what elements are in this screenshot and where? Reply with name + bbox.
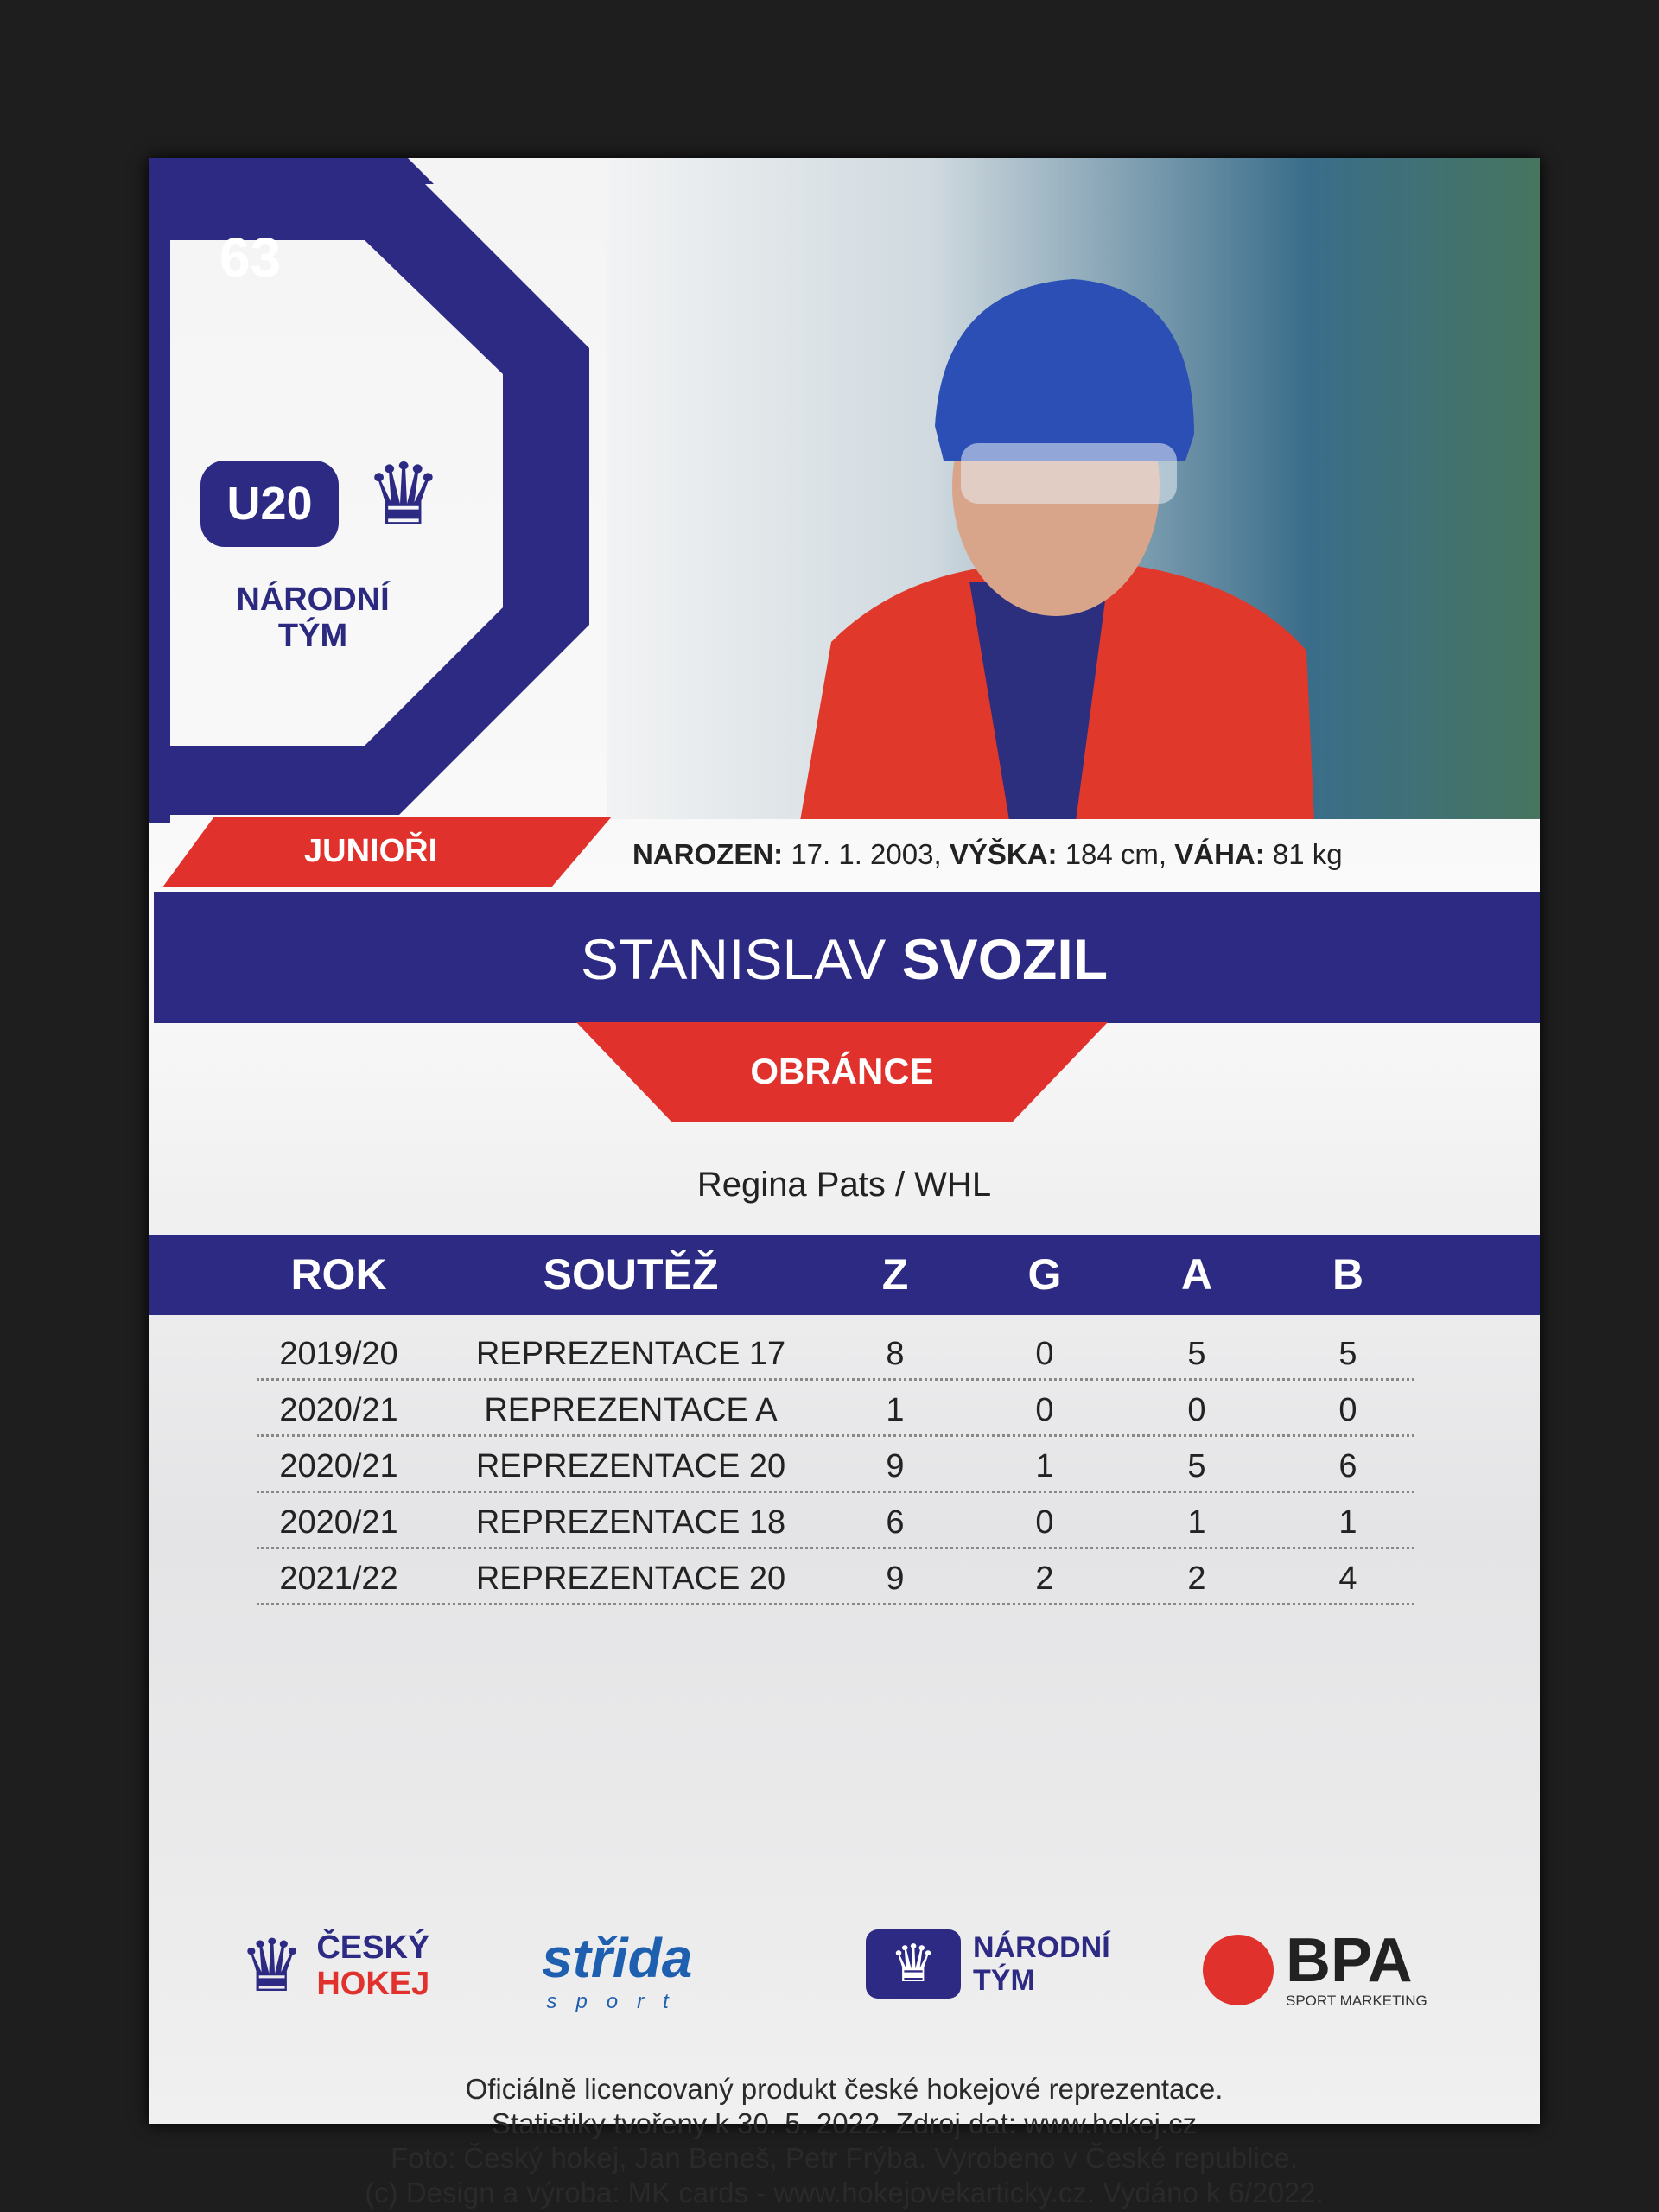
footer-line: Statistiky tvořeny k 30. 5. 2022. Zdroj … [491,2107,1198,2139]
table-cell: 6 [886,1504,905,1541]
footer-line: Foto: Český hokej, Jan Beneš, Petr Frýba… [391,2142,1298,2174]
table-row [257,1381,1414,1437]
player-bio: NAROZEN: 17. 1. 2003, VÝŠKA: 184 cm, VÁH… [632,837,1343,872]
column-header-4: A [1180,1250,1213,1299]
player-position: OBRÁNCE [750,1051,934,1091]
table-cell: 0 [1187,1392,1206,1428]
stats-header [149,1235,1540,1315]
player-photo [607,158,1540,819]
table-cell: REPREZENTACE 17 [475,1336,786,1372]
cesky-hokej-logo: ♛ ČESKÝ HOKEJ [239,1929,429,2002]
tym-text: TÝM [973,1964,1035,1997]
footer-legal: Oficiálně licencovaný produkt české hoke… [149,2072,1540,2210]
table-cell: 4 [1338,1560,1357,1597]
position-band [576,1022,1108,1122]
born-label: NAROZEN: [632,838,784,870]
table-cell: REPREZENTACE 18 [475,1504,786,1541]
born-value: 17. 1. 2003, [791,838,942,870]
table-cell: REPREZENTACE A [484,1392,778,1428]
red-ball-icon [1203,1935,1274,2005]
table-row [257,1493,1414,1549]
table-cell: 1 [886,1392,905,1428]
first-name: STANISLAV [580,927,887,991]
team-logo-line2: TÝM [277,618,348,654]
table-cell: 5 [1187,1336,1206,1372]
bpa-text: BPA [1286,1926,1413,1995]
table-cell: 2 [1035,1560,1054,1597]
card-number: 63 [219,226,282,289]
table-cell: 2021/22 [279,1560,398,1597]
table-cell: 2020/21 [279,1392,398,1428]
team-logo-line1: NÁRODNÍ [236,582,390,618]
strida-logo: střida sport [542,1929,692,2014]
u20-logo [200,461,339,547]
table-cell: 2020/21 [279,1448,398,1484]
weight-label: VÁHA: [1174,838,1265,870]
last-name: SVOZIL [901,927,1109,991]
column-header-5: B [1332,1250,1364,1299]
sponsor-logos: ♛ ČESKÝ HOKEJ střida sport ♛ NÁRODNÍ TÝM B… [149,1921,1540,2033]
table-row [257,1325,1414,1381]
lion-crest-icon: ♛ [866,1929,961,1999]
weight-value: 81 kg [1272,838,1343,870]
table-cell: 2 [1187,1560,1206,1597]
table-cell: 0 [1035,1504,1054,1541]
table-row [257,1549,1414,1605]
height-label: VÝŠKA: [949,838,1058,870]
lion-icon: ♛ [239,1925,305,2006]
table-cell: REPREZENTACE 20 [475,1448,786,1484]
table-cell: 2020/21 [279,1504,398,1541]
hockey-card: 63 ♛ U20 NÁRODNÍ TÝM JUNIOŘI NAROZEN: 17.… [149,158,1540,2209]
column-header-3: G [1027,1250,1062,1299]
strida-text: střida [542,1927,693,1989]
table-cell: 1 [1035,1448,1054,1484]
table-cell: 5 [1187,1448,1206,1484]
bpa-logo: BPA SPORT MARKETING [1203,1929,1427,2011]
strida-sport-text: sport [546,1990,688,2013]
table-cell: 8 [886,1336,905,1372]
player-name: STANISLAV SVOZIL [149,927,1540,991]
footer-line: (c) Design a výroba: MK cards - www.hoke… [365,2177,1324,2209]
player-image [800,279,1314,819]
table-cell: 9 [886,1448,905,1484]
footer-line: Oficiálně licencovaný produkt české hoke… [465,2073,1224,2105]
hokej-text: HOKEJ [316,1966,430,2002]
u20-badge-text: U20 [226,478,313,530]
table-cell: 0 [1338,1392,1357,1428]
category-label: JUNIOŘI [304,833,438,869]
narodni-text: NÁRODNÍ [973,1931,1110,1964]
table-cell: 9 [886,1560,905,1597]
height-value: 184 cm, [1065,838,1167,870]
cesky-text: ČESKÝ [316,1929,430,1966]
table-cell: 0 [1035,1336,1054,1372]
narodni-tym-logo: ♛ NÁRODNÍ TÝM [866,1929,1110,1999]
table-cell: 5 [1338,1336,1357,1372]
table-cell: 0 [1035,1392,1054,1428]
category-band [162,817,612,887]
team-logo-label: NÁRODNÍ TÝM [209,582,416,654]
table-cell: REPREZENTACE 20 [475,1560,786,1597]
column-header-2: Z [881,1250,909,1299]
table-cell: 6 [1338,1448,1357,1484]
column-header-0: ROK [290,1250,387,1299]
lion-crest-icon: ♛ [365,447,442,543]
bpa-subtext: SPORT MARKETING [1286,1993,1427,2009]
table-cell: 1 [1338,1504,1357,1541]
table-cell: 1 [1187,1504,1206,1541]
name-band [154,892,1540,1023]
table-row [257,1437,1414,1493]
column-header-1: SOUTĚŽ [543,1250,719,1299]
table-cell: 2019/20 [279,1336,398,1372]
corner-frame [149,158,589,823]
club-league: Regina Pats / WHL [696,1166,992,1204]
